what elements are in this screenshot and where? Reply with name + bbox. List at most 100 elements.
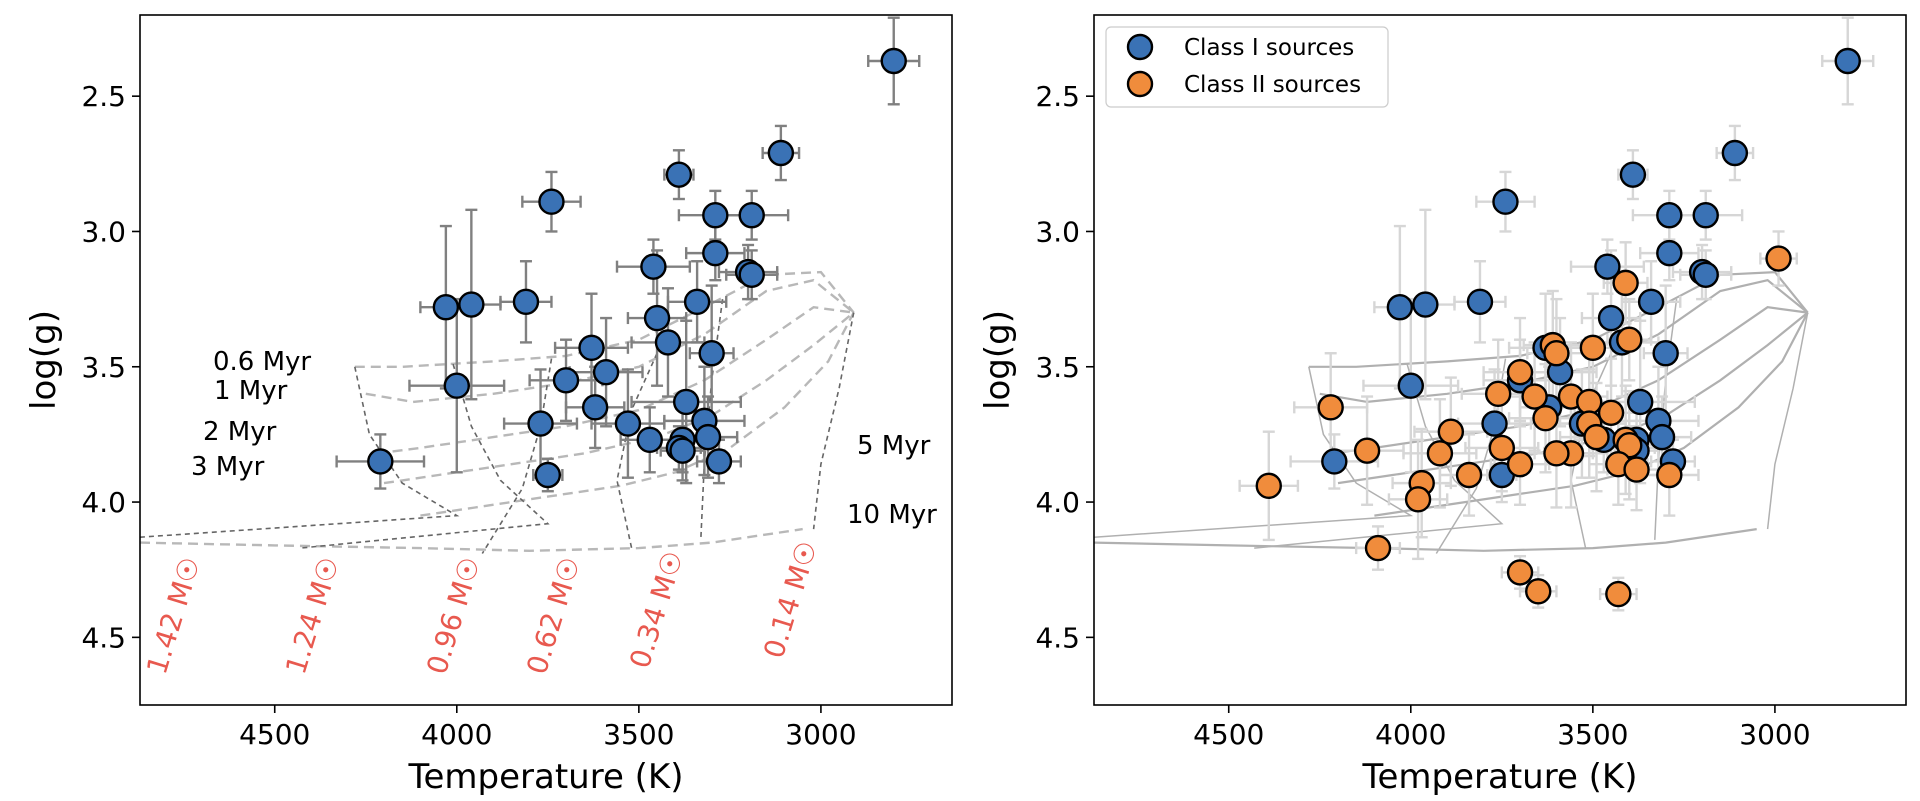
left-class-i-point-30 xyxy=(669,437,696,464)
legend-label-class-ii: Class II sources xyxy=(1184,72,1361,98)
left-class-i-point-24 xyxy=(614,410,642,437)
left-model-tracks xyxy=(139,298,855,554)
right-class-i-point-5 xyxy=(1692,202,1719,229)
left-class-i-point-3 xyxy=(538,188,565,215)
left-data-points xyxy=(367,47,907,489)
left-isochrone-5 xyxy=(139,527,803,553)
right-x-tick-label-2: 3500 xyxy=(1557,718,1628,751)
left-isochrone-1 xyxy=(365,278,855,404)
mass-track-label-5: 0.14 M☉ xyxy=(757,537,824,662)
right-y-tick-label-1: 3.0 xyxy=(1035,215,1080,248)
left-model-isochrones xyxy=(139,270,855,553)
right-x-axis-label: Temperature (K) xyxy=(1361,757,1637,797)
left-class-i-point-0 xyxy=(880,47,907,75)
right-data-points xyxy=(1255,47,1861,608)
left-mass-track-2 xyxy=(481,358,553,554)
left-x-tick-label-0: 4500 xyxy=(239,718,310,751)
right-class-ii-point-15 xyxy=(1437,418,1465,445)
left-class-i-point-6 xyxy=(702,239,729,267)
right-panel: 4500 4000 3500 3000 2.5 3.0 3.5 4.0 4.5 Tempera… xyxy=(978,14,1907,797)
right-class-i-point-21 xyxy=(1626,388,1654,416)
left-mass-track-5 xyxy=(812,312,855,530)
left-x-tick-label-1: 4000 xyxy=(421,718,492,751)
left-y-tick-label-1: 3.0 xyxy=(81,215,126,248)
left-x-tick-label-2: 3500 xyxy=(603,718,674,751)
right-x-tick-label-0: 4500 xyxy=(1193,718,1264,751)
left-mass-track-4 xyxy=(700,298,724,540)
left-isochrone-0 xyxy=(354,270,855,368)
right-y-tick-label-0: 2.5 xyxy=(1035,80,1080,113)
right-class-ii-error-bar-0 xyxy=(1759,230,1798,287)
isochrone-label-2: 2 Myr xyxy=(203,417,277,447)
left-class-i-point-18 xyxy=(592,358,620,386)
left-class-i-point-4 xyxy=(702,202,729,229)
left-class-i-point-16 xyxy=(578,334,605,362)
right-class-i-point-11 xyxy=(1466,288,1494,316)
left-class-i-point-9 xyxy=(738,261,765,288)
right-class-ii-point-23 xyxy=(1543,440,1570,467)
right-isochrone-5 xyxy=(1093,528,1757,552)
right-class-i-point-7 xyxy=(1594,253,1621,280)
left-class-i-point-13 xyxy=(458,291,485,318)
right-class-ii-point-34 xyxy=(1525,578,1552,605)
right-class-i-point-13 xyxy=(1412,291,1439,318)
right-class-ii-point-13 xyxy=(1532,404,1559,432)
left-class-i-point-12 xyxy=(432,294,460,321)
left-y-tick-label-0: 2.5 xyxy=(81,80,126,113)
right-y-axis-label: log(g) xyxy=(978,310,1018,410)
left-y-axis-label: log(g) xyxy=(24,310,64,410)
right-class-i-point-17 xyxy=(1652,340,1679,367)
right-class-ii-point-0 xyxy=(1765,245,1792,272)
right-class-i-point-2 xyxy=(1619,161,1647,188)
left-panel: 4500 4000 3500 3000 2.5 3.0 3.5 4.0 4.5 Tempera… xyxy=(24,14,953,797)
right-class-ii-point-32 xyxy=(1364,534,1392,562)
right-class-ii-point-2 xyxy=(1616,326,1643,353)
mass-track-label-3: 0.62 M☉ xyxy=(520,553,587,678)
left-class-i-point-7 xyxy=(640,253,667,280)
right-class-i-point-14 xyxy=(1597,304,1625,332)
left-class-i-point-17 xyxy=(698,340,725,367)
legend-marker-class-ii xyxy=(1126,70,1154,98)
right-class-ii-point-8 xyxy=(1521,383,1548,410)
right-class-i-point-10 xyxy=(1637,288,1665,316)
right-class-ii-point-27 xyxy=(1656,461,1683,489)
right-class-ii-point-19 xyxy=(1488,434,1516,462)
mass-track-label-0: 1.42 M☉ xyxy=(140,553,207,678)
legend-marker-class-i xyxy=(1126,33,1154,61)
right-x-tick-label-1: 4000 xyxy=(1375,718,1446,751)
right-y-tick-label-3: 4.0 xyxy=(1035,486,1080,519)
mass-track-label-4: 0.34 M☉ xyxy=(623,547,690,672)
right-class-i-point-20 xyxy=(1397,372,1424,399)
right-class-ii-point-28 xyxy=(1455,461,1483,489)
left-class-i-point-33 xyxy=(534,461,562,489)
left-class-i-point-19 xyxy=(552,367,580,394)
left-class-i-point-15 xyxy=(654,329,682,356)
isochrone-label-5: 10 Myr xyxy=(847,500,937,530)
right-class-i-point-9 xyxy=(1692,261,1719,288)
left-class-i-point-10 xyxy=(683,288,711,316)
mass-track-label-2: 0.96 M☉ xyxy=(420,553,487,678)
right-class-ii-point-3 xyxy=(1579,334,1607,362)
right-class-ii-point-33 xyxy=(1506,559,1534,586)
right-class-ii-point-31 xyxy=(1404,486,1432,513)
right-class-ii-point-5 xyxy=(1543,340,1570,367)
isochrone-label-3: 3 Myr xyxy=(191,452,265,482)
right-class-ii-point-12 xyxy=(1597,399,1625,426)
right-class-ii-point-35 xyxy=(1605,580,1632,608)
left-x-tick-label-3: 3000 xyxy=(785,718,856,751)
left-class-i-point-11 xyxy=(512,288,540,316)
right-class-ii-point-11 xyxy=(1317,394,1344,421)
right-class-i-point-4 xyxy=(1656,202,1683,229)
mass-track-label-1: 1.24 M☉ xyxy=(279,553,346,678)
right-class-i-point-0 xyxy=(1834,47,1861,75)
legend: Class I sources Class II sources xyxy=(1105,26,1389,108)
right-x-ticks: 4500 4000 3500 3000 xyxy=(1193,705,1811,751)
left-class-i-point-26 xyxy=(694,423,722,451)
isochrone-label-1: 1 Myr xyxy=(214,376,288,406)
right-class-ii-point-21 xyxy=(1426,440,1454,467)
left-isochrone-4 xyxy=(420,312,855,517)
left-class-i-point-14 xyxy=(643,304,671,332)
isochrone-label-4: 5 Myr xyxy=(857,431,931,461)
right-class-ii-point-16 xyxy=(1583,423,1610,451)
left-class-i-point-21 xyxy=(672,388,700,416)
